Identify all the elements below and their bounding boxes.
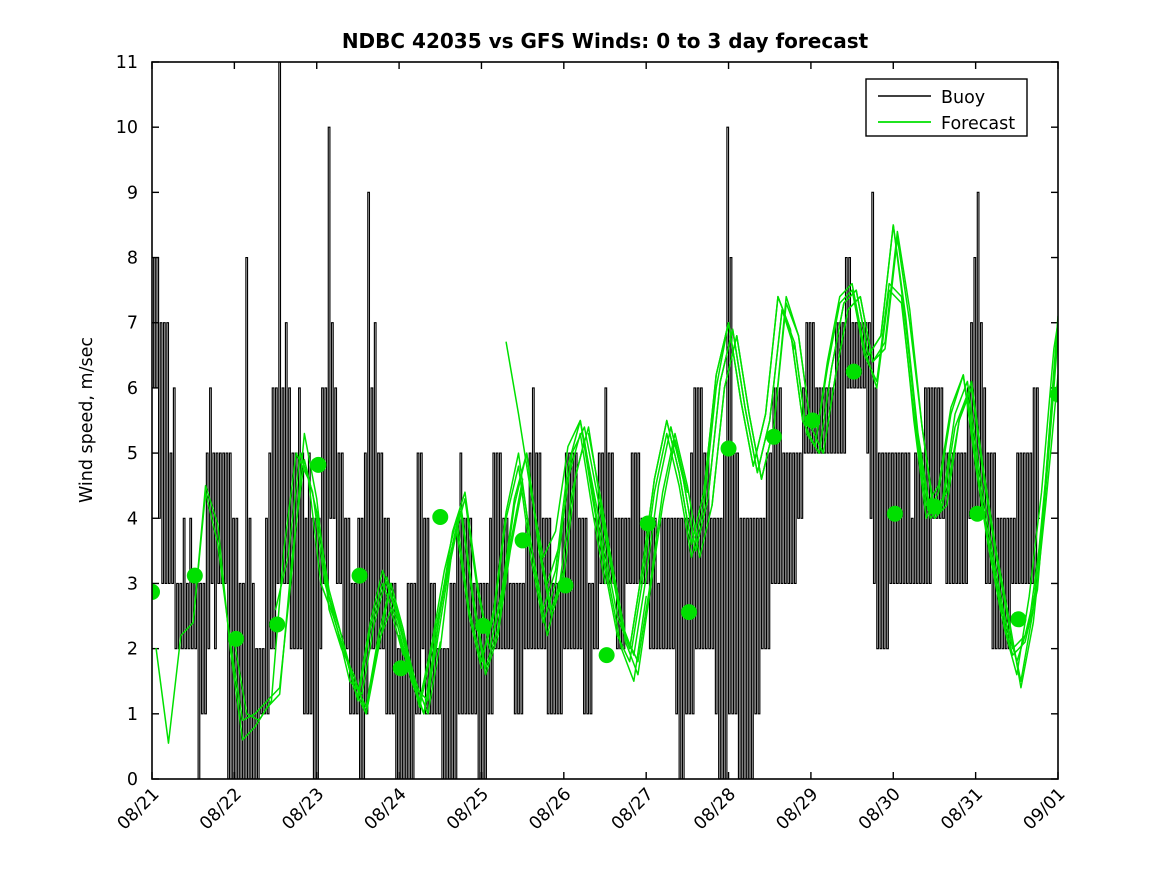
forecast-line xyxy=(876,289,1058,650)
legend-box xyxy=(865,78,1028,137)
forecast-marker-point xyxy=(152,583,160,600)
y-axis-label: Wind speed, m/sec xyxy=(77,337,97,503)
y-tick-label: 3 xyxy=(127,574,138,594)
forecast-marker-point xyxy=(639,515,656,532)
forecast-line xyxy=(793,224,1043,663)
forecast-line xyxy=(834,237,1058,682)
forecast-marker-point xyxy=(886,505,903,522)
forecast-marker-point xyxy=(720,440,737,457)
forecast-line xyxy=(752,282,1002,611)
forecast-line xyxy=(917,321,1058,676)
forecast-line xyxy=(999,335,1058,656)
forecast-marker-point xyxy=(269,616,286,633)
forecast-marker-point xyxy=(804,412,821,429)
forecast-marker-point xyxy=(845,363,862,380)
legend: Buoy Forecast xyxy=(865,78,1028,137)
forecast-marker-point xyxy=(926,498,943,515)
forecast-marker-point xyxy=(681,604,698,621)
legend-label-buoy: Buoy xyxy=(941,88,985,108)
y-tick-label: 6 xyxy=(127,379,138,399)
forecast-marker-point xyxy=(1050,386,1058,403)
forecast-marker-point xyxy=(514,532,531,549)
y-tick-label: 5 xyxy=(127,444,138,464)
forecast-marker-point xyxy=(186,567,203,584)
y-tick-label: 8 xyxy=(127,249,138,269)
forecast-marker-point xyxy=(392,660,409,677)
forecast-marker-point xyxy=(557,577,574,594)
y-tick-label: 2 xyxy=(127,640,138,660)
forecast-marker-point xyxy=(969,505,986,522)
forecast-marker-point xyxy=(475,617,492,634)
y-tick-label: 10 xyxy=(116,118,138,138)
y-tick-label: 7 xyxy=(127,314,138,334)
forecast-marker-point xyxy=(310,456,327,473)
y-tick-label: 1 xyxy=(127,705,138,725)
forecast-marker-point xyxy=(598,647,615,664)
forecast-marker-point xyxy=(1010,611,1027,628)
plot-frame xyxy=(151,61,1059,780)
forecast-marker-point xyxy=(765,428,782,445)
forecast-line xyxy=(192,432,442,722)
y-axis-tick-labels: 0 1 2 3 4 5 6 7 8 9 10 11 xyxy=(116,53,138,790)
y-tick-label: 9 xyxy=(127,183,138,203)
forecast-line xyxy=(439,426,689,676)
forecast-marker-point xyxy=(432,508,449,525)
forecast-line xyxy=(480,321,730,663)
forecast-marker-point xyxy=(351,567,368,584)
forecast-daily-markers xyxy=(152,363,1058,677)
legend-label-forecast: Forecast xyxy=(941,114,1015,134)
y-tick-label: 0 xyxy=(127,770,138,790)
chart-title: NDBC 42035 vs GFS Winds: 0 to 3 day fore… xyxy=(342,29,869,53)
y-tick-label: 4 xyxy=(127,509,138,529)
forecast-marker-point xyxy=(228,630,245,647)
y-tick-label: 11 xyxy=(116,53,138,73)
